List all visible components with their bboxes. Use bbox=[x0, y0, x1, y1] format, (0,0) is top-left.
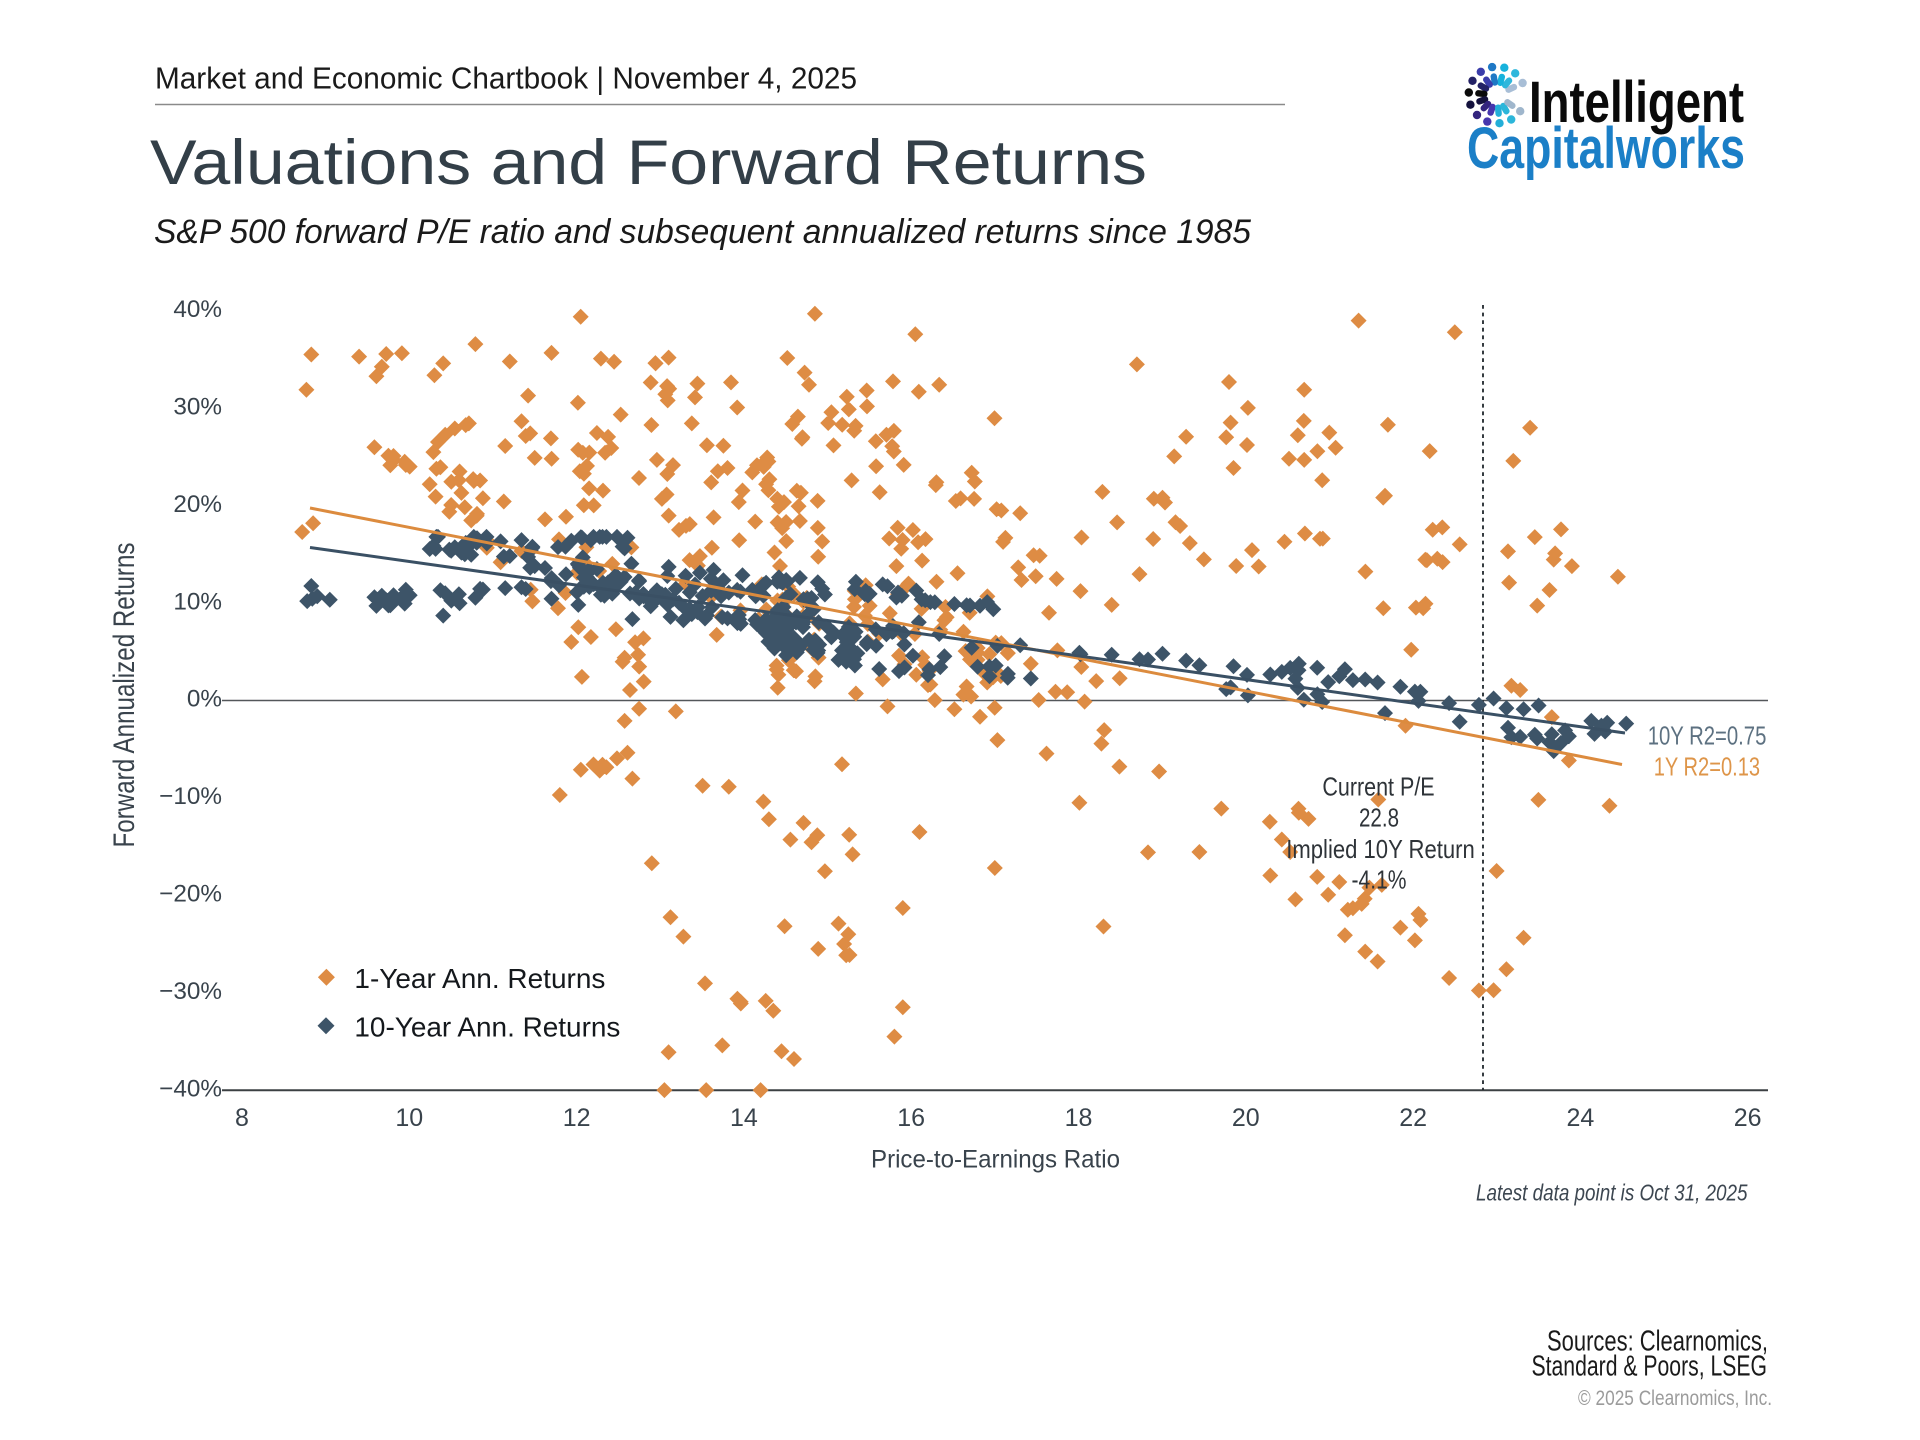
svg-text:1-Year Ann. Returns: 1-Year Ann. Returns bbox=[354, 963, 605, 994]
svg-text:18: 18 bbox=[1065, 1104, 1093, 1132]
svg-text:−30%: −30% bbox=[159, 978, 222, 1005]
svg-text:8: 8 bbox=[235, 1104, 249, 1132]
svg-text:14: 14 bbox=[730, 1104, 758, 1132]
svg-text:10: 10 bbox=[395, 1104, 423, 1132]
svg-text:Forward Annualized Returns: Forward Annualized Returns bbox=[108, 543, 141, 848]
svg-text:1Y R2=0.13: 1Y R2=0.13 bbox=[1654, 752, 1760, 782]
svg-text:10%: 10% bbox=[173, 588, 222, 615]
svg-text:0%: 0% bbox=[187, 686, 222, 713]
svg-text:Current P/E: Current P/E bbox=[1322, 772, 1434, 802]
svg-text:20%: 20% bbox=[173, 491, 222, 518]
svg-text:© 2025 Clearnomics, Inc.: © 2025 Clearnomics, Inc. bbox=[1578, 1387, 1772, 1410]
svg-text:10-Year Ann. Returns: 10-Year Ann. Returns bbox=[354, 1012, 620, 1043]
svg-text:S&P 500 forward P/E ratio and: S&P 500 forward P/E ratio and subsequent… bbox=[154, 213, 1251, 251]
svg-text:22: 22 bbox=[1399, 1104, 1427, 1132]
svg-text:Standard & Poors, LSEG: Standard & Poors, LSEG bbox=[1532, 1351, 1768, 1383]
svg-text:10Y R2=0.75: 10Y R2=0.75 bbox=[1648, 721, 1767, 751]
svg-text:Capitalworks: Capitalworks bbox=[1467, 116, 1745, 181]
svg-text:Market and Economic Chartbook: Market and Economic Chartbook | November… bbox=[155, 60, 857, 95]
svg-text:24: 24 bbox=[1566, 1104, 1594, 1132]
svg-text:−10%: −10% bbox=[159, 783, 222, 810]
svg-text:12: 12 bbox=[563, 1104, 591, 1132]
svg-text:Valuations and Forward Returns: Valuations and Forward Returns bbox=[150, 128, 1147, 198]
svg-text:−40%: −40% bbox=[159, 1075, 222, 1102]
svg-text:Intelligent: Intelligent bbox=[1529, 70, 1744, 135]
svg-text:40%: 40% bbox=[173, 296, 222, 323]
svg-text:−20%: −20% bbox=[159, 881, 222, 908]
svg-text:Latest data point is Oct 31, 2: Latest data point is Oct 31, 2025 bbox=[1476, 1180, 1748, 1206]
svg-text:22.8: 22.8 bbox=[1359, 803, 1399, 833]
svg-text:26: 26 bbox=[1734, 1104, 1762, 1132]
svg-text:20: 20 bbox=[1232, 1104, 1260, 1132]
svg-text:16: 16 bbox=[897, 1104, 925, 1132]
svg-text:Implied 10Y Return: Implied 10Y Return bbox=[1286, 834, 1475, 864]
svg-text:Price-to-Earnings Ratio: Price-to-Earnings Ratio bbox=[871, 1146, 1120, 1174]
svg-text:30%: 30% bbox=[173, 394, 222, 421]
svg-text:-4.1%: -4.1% bbox=[1352, 864, 1407, 894]
svg-text:Sources: Clearnomics,: Sources: Clearnomics, bbox=[1547, 1326, 1768, 1358]
